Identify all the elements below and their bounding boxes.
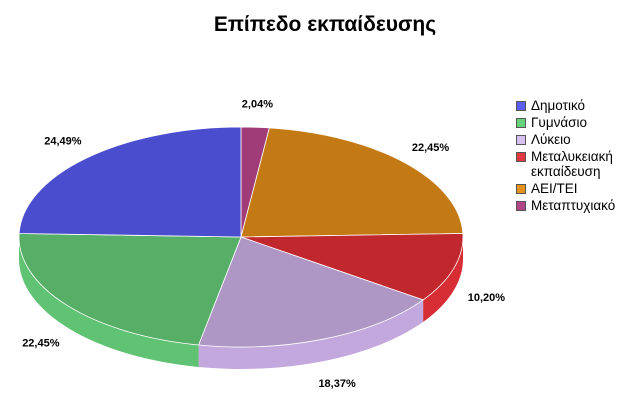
legend-label: Λύκειο [531, 132, 571, 147]
data-label: 24,49% [44, 136, 82, 148]
legend-label: ΑΕΙ/ΤΕΙ [531, 181, 578, 196]
legend-swatch [516, 135, 526, 145]
legend-swatch [516, 184, 526, 194]
pie-slice-side [19, 237, 199, 367]
data-label: 22,45% [412, 142, 450, 154]
chart-title: Επίπεδο εκπαίδευσης [213, 13, 437, 36]
data-label: 10,20% [468, 292, 506, 304]
legend-item: Δημοτικό [516, 98, 634, 113]
legend-label: Δημοτικό [531, 98, 586, 113]
legend-item: Λύκειο [516, 132, 634, 147]
pie-slice [18, 233, 242, 346]
legend-item: Γυμνάσιο [516, 115, 634, 130]
pie-slice-side [423, 237, 463, 322]
leader-line [323, 360, 332, 373]
legend-label: Γυμνάσιο [531, 115, 587, 130]
legend-swatch [516, 118, 526, 128]
leader-line [254, 115, 257, 128]
chart-legend: Δημοτικό Γυμνάσιο Λύκειο Μεταλυκειακή εκπαί… [516, 98, 634, 215]
legend-swatch [516, 152, 526, 162]
legend-label: Μεταπτυχιακό [531, 198, 616, 213]
pie-slice-side [198, 299, 424, 369]
pie-slice [240, 233, 464, 301]
data-label: 2,04% [242, 98, 273, 110]
leader-line [74, 148, 88, 159]
leader-line [54, 326, 68, 336]
legend-item: Μεταλυκειακή εκπαίδευση [516, 149, 634, 179]
leader-line [453, 289, 470, 295]
pie-slice [198, 236, 424, 348]
data-label: 18,37% [318, 378, 356, 390]
legend-label: Μεταλυκειακή εκπαίδευση [531, 149, 613, 179]
legend-swatch [516, 201, 526, 211]
data-label: 22,45% [22, 338, 60, 350]
leader-line [404, 154, 418, 164]
legend-item: ΑΕΙ/ΤΕΙ [516, 181, 634, 196]
legend-swatch [516, 101, 526, 111]
legend-item: Μεταπτυχιακό [516, 198, 634, 213]
